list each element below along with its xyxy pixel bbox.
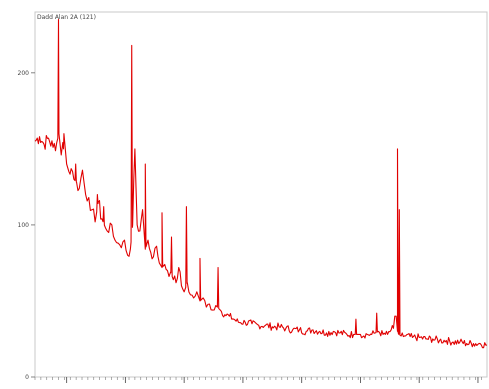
y-tick-label: 0: [25, 374, 29, 381]
x-axis: [34, 377, 482, 383]
y-tick-label: 100: [18, 222, 30, 229]
plot-frame: [34, 11, 488, 378]
y-tick-label: 200: [18, 70, 30, 77]
series-layer: [34, 19, 488, 349]
spectrum-line: [34, 19, 488, 349]
chart-title: Dadd Alan 2A (121): [37, 14, 96, 21]
y-axis: 0 100 200: [18, 70, 35, 381]
